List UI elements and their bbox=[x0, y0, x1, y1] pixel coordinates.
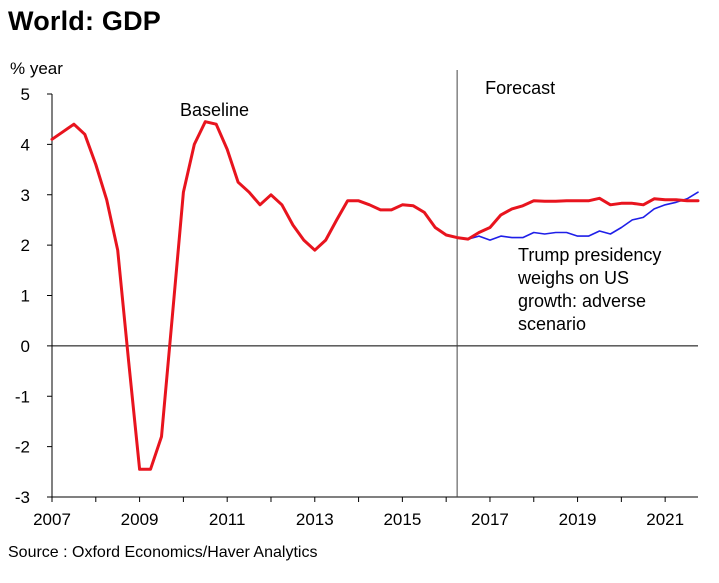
axes bbox=[47, 70, 698, 502]
adverse-scenario-label: weighs on US bbox=[517, 268, 629, 288]
x-tick-label: 2017 bbox=[471, 510, 509, 529]
adverse-scenario-label: growth: adverse bbox=[518, 291, 646, 311]
source-note: Source : Oxford Economics/Haver Analytic… bbox=[8, 544, 318, 561]
adverse-scenario-label: Trump presidency bbox=[518, 245, 661, 265]
x-tick-label: 2015 bbox=[383, 510, 421, 529]
x-tick-label: 2007 bbox=[33, 510, 71, 529]
y-tick-label: -1 bbox=[15, 387, 30, 406]
y-tick-label: 2 bbox=[21, 236, 30, 255]
series-lines bbox=[50, 120, 700, 471]
forecast-label: Forecast bbox=[485, 78, 555, 98]
x-tick-label: 2019 bbox=[559, 510, 597, 529]
y-tick-label: 3 bbox=[21, 186, 30, 205]
x-tick-label: 2009 bbox=[121, 510, 159, 529]
y-tick-label: 1 bbox=[21, 287, 30, 306]
y-tick-label: 0 bbox=[21, 337, 30, 356]
annotations: Forecast Baseline Trump presidency weighs o… bbox=[180, 78, 661, 334]
baseline-label: Baseline bbox=[180, 100, 249, 120]
x-tick-label: 2021 bbox=[646, 510, 684, 529]
y-tick-label: 5 bbox=[21, 85, 30, 104]
series-line-adverse bbox=[467, 191, 699, 241]
x-tick-label: 2011 bbox=[209, 510, 246, 529]
x-tick-label: 2013 bbox=[296, 510, 334, 529]
y-tick-label: -2 bbox=[15, 438, 30, 457]
y-tick-label: 4 bbox=[21, 135, 30, 154]
y-axis-label: % year bbox=[10, 59, 63, 78]
chart-title: World: GDP bbox=[8, 6, 161, 36]
adverse-scenario-label: scenario bbox=[518, 314, 586, 334]
y-tick-label: -3 bbox=[15, 488, 30, 507]
series-line-baseline bbox=[50, 120, 700, 471]
